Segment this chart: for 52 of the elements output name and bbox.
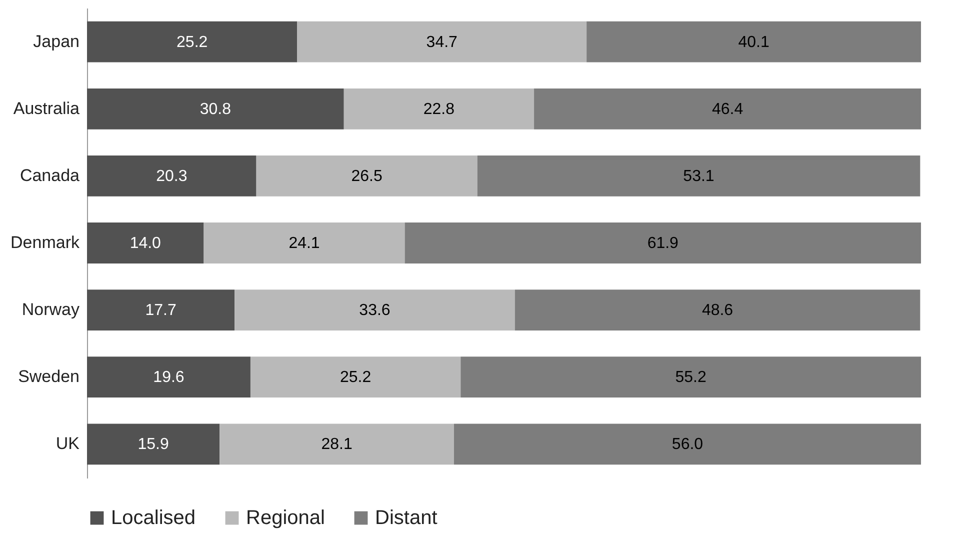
bar — [250, 356, 461, 398]
data-label: 15.9 — [138, 436, 169, 454]
y-tick-label: Denmark — [10, 233, 80, 252]
data-label: 33.6 — [359, 302, 390, 320]
bar — [87, 156, 256, 196]
y-tick-label: Canada — [20, 166, 80, 185]
data-label: 17.7 — [145, 302, 176, 320]
bar — [454, 424, 921, 465]
bar — [477, 156, 920, 196]
data-label: 48.6 — [702, 302, 734, 320]
data-label: 53.1 — [683, 168, 714, 185]
legend-label: Regional — [246, 507, 325, 529]
data-label: 24.1 — [288, 235, 320, 252]
y-tick-label: UK — [56, 434, 80, 454]
bar — [87, 356, 250, 398]
bar — [87, 88, 344, 130]
data-label: 14.0 — [130, 235, 162, 252]
y-tick-label: Norway — [22, 300, 80, 320]
bar — [220, 424, 454, 465]
bar — [297, 21, 587, 62]
y-tick-label: Australia — [13, 98, 80, 118]
data-label: 61.9 — [647, 235, 679, 252]
data-label: 26.5 — [351, 168, 382, 185]
data-label: 40.1 — [738, 34, 770, 51]
bar — [256, 156, 478, 196]
bar — [87, 424, 220, 465]
bar — [514, 290, 920, 330]
data-label: 55.2 — [675, 369, 706, 386]
bar — [404, 222, 921, 264]
bar — [234, 290, 515, 330]
legend-label: Localised — [111, 507, 196, 529]
data-label: 22.8 — [423, 100, 455, 118]
bar — [460, 356, 921, 398]
bar — [534, 88, 921, 130]
legend-label: Distant — [375, 507, 438, 529]
data-label: 19.6 — [153, 369, 184, 386]
data-label: 25.2 — [340, 369, 372, 386]
bar — [344, 88, 534, 130]
data-label: 30.8 — [200, 100, 232, 118]
data-label: 28.1 — [321, 436, 352, 454]
data-label: 20.3 — [156, 168, 188, 185]
bar — [204, 222, 405, 264]
data-label: 25.2 — [176, 34, 208, 51]
y-tick-label: Japan — [33, 32, 80, 51]
bar — [87, 290, 235, 330]
data-label: 46.4 — [712, 100, 744, 118]
bar — [87, 21, 298, 62]
data-label: 56.0 — [672, 436, 704, 454]
y-tick-label: Sweden — [18, 367, 80, 386]
bar — [87, 222, 204, 264]
data-label: 34.7 — [426, 34, 458, 51]
bar — [586, 21, 921, 62]
